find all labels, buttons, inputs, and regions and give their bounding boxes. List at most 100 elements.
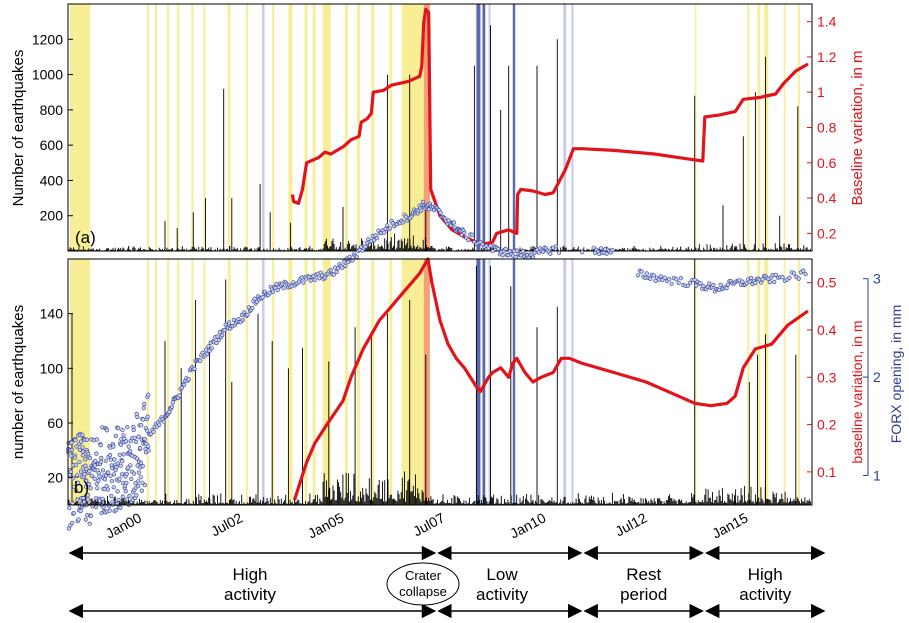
forx-point bbox=[151, 429, 156, 434]
forx-point bbox=[209, 346, 214, 351]
forx-point bbox=[73, 462, 78, 468]
activity-band bbox=[512, 259, 516, 505]
forx-point bbox=[669, 281, 674, 286]
forx-point bbox=[536, 250, 541, 255]
forx-point bbox=[513, 255, 518, 260]
period-label-line1: Rest bbox=[626, 565, 661, 584]
forx-point bbox=[94, 437, 100, 442]
y2-axis-b-tick-label: 0.5 bbox=[817, 275, 837, 291]
forx-point bbox=[88, 513, 93, 519]
forx-point bbox=[146, 392, 151, 397]
y3-axis-tick-label: 3 bbox=[873, 271, 881, 287]
forx-point bbox=[462, 230, 467, 235]
forx-point bbox=[93, 459, 98, 464]
forx-point bbox=[340, 265, 345, 270]
activity-band bbox=[146, 4, 149, 251]
activity-band bbox=[371, 259, 375, 505]
activity-band bbox=[401, 259, 424, 505]
forx-point bbox=[740, 279, 745, 284]
forx-point bbox=[109, 493, 114, 499]
forx-point bbox=[317, 276, 322, 281]
forx-point bbox=[760, 277, 765, 282]
forx-point bbox=[692, 277, 697, 283]
forx-point bbox=[121, 452, 126, 457]
forx-point bbox=[115, 489, 120, 494]
forx-point bbox=[214, 340, 219, 346]
y2-axis-a-tick-label: 1 bbox=[817, 84, 825, 100]
forx-point bbox=[169, 404, 175, 409]
y2-axis-b-tick-label: 0.3 bbox=[817, 369, 837, 385]
activity-band bbox=[694, 4, 697, 251]
forx-point bbox=[96, 478, 101, 483]
y2-axis-a-tick-label: 1.4 bbox=[817, 14, 837, 30]
forx-point bbox=[206, 344, 211, 349]
forx-point bbox=[135, 463, 140, 468]
forx-point bbox=[186, 377, 191, 382]
forx-point bbox=[322, 275, 328, 280]
baseline-line-b bbox=[292, 257, 809, 501]
forx-point bbox=[139, 488, 144, 493]
forx-point bbox=[116, 497, 121, 502]
activity-band bbox=[272, 4, 275, 251]
forx-point bbox=[780, 275, 785, 280]
activity-band bbox=[203, 259, 206, 505]
activity-band bbox=[357, 259, 360, 505]
forx-point bbox=[141, 406, 146, 411]
forx-point bbox=[170, 400, 175, 405]
forx-point bbox=[520, 249, 526, 254]
y2-axis-a-tick-label: 0.6 bbox=[817, 155, 837, 171]
activity-band bbox=[312, 4, 316, 251]
forx-point bbox=[267, 290, 272, 296]
forx-point bbox=[124, 471, 129, 476]
forx-point bbox=[70, 520, 75, 526]
forx-point bbox=[129, 476, 134, 482]
forx-point bbox=[698, 281, 703, 286]
forx-point bbox=[136, 434, 141, 439]
activity-band bbox=[262, 4, 265, 251]
crater-collapse-label-2: collapse bbox=[399, 584, 447, 599]
activity-band bbox=[288, 4, 293, 251]
period-label-line2: activity bbox=[739, 585, 791, 604]
forx-point bbox=[260, 295, 265, 300]
activity-band bbox=[70, 4, 91, 251]
forx-point bbox=[334, 269, 339, 275]
forx-point bbox=[579, 250, 585, 255]
y-axis-a-tick-label: 1200 bbox=[32, 31, 63, 47]
forx-point bbox=[341, 259, 346, 264]
forx-point bbox=[142, 437, 147, 442]
forx-point bbox=[451, 220, 457, 225]
forx-point bbox=[118, 463, 123, 468]
activity-band bbox=[563, 259, 567, 505]
forx-point bbox=[216, 337, 221, 343]
forx-point bbox=[308, 278, 313, 283]
activity-band bbox=[191, 259, 194, 505]
x-tick-label: Jan05 bbox=[305, 509, 346, 541]
forx-point bbox=[767, 280, 772, 285]
forx-point bbox=[84, 437, 90, 442]
forx-point bbox=[117, 452, 122, 458]
forx-point bbox=[68, 469, 73, 474]
activity-band bbox=[70, 259, 91, 505]
forx-point bbox=[503, 246, 508, 251]
plot-frame-b bbox=[67, 258, 813, 506]
forx-point bbox=[128, 449, 133, 454]
forx-point bbox=[161, 419, 166, 424]
forx-point bbox=[167, 409, 172, 415]
x-tick-label: Jul12 bbox=[612, 509, 649, 539]
forx-point bbox=[81, 495, 86, 501]
forx-point bbox=[553, 244, 559, 249]
forx-point bbox=[207, 348, 212, 353]
forx-point bbox=[98, 459, 104, 464]
forx-point bbox=[82, 472, 87, 477]
forx-point bbox=[707, 281, 712, 286]
forx-point bbox=[139, 423, 144, 428]
forx-point bbox=[496, 246, 501, 251]
forx-point bbox=[141, 417, 146, 422]
x-tick-label: Jul07 bbox=[410, 509, 447, 539]
forx-point bbox=[134, 493, 139, 498]
activity-band bbox=[227, 259, 231, 505]
forx-point bbox=[105, 487, 110, 492]
activity-band bbox=[797, 259, 800, 505]
forx-point bbox=[466, 237, 471, 242]
activity-band bbox=[227, 4, 231, 251]
